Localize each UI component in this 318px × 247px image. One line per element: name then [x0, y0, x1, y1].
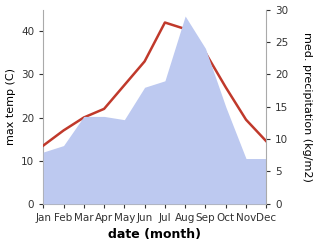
Y-axis label: max temp (C): max temp (C): [5, 68, 16, 145]
X-axis label: date (month): date (month): [108, 228, 201, 242]
Y-axis label: med. precipitation (kg/m2): med. precipitation (kg/m2): [302, 32, 313, 182]
